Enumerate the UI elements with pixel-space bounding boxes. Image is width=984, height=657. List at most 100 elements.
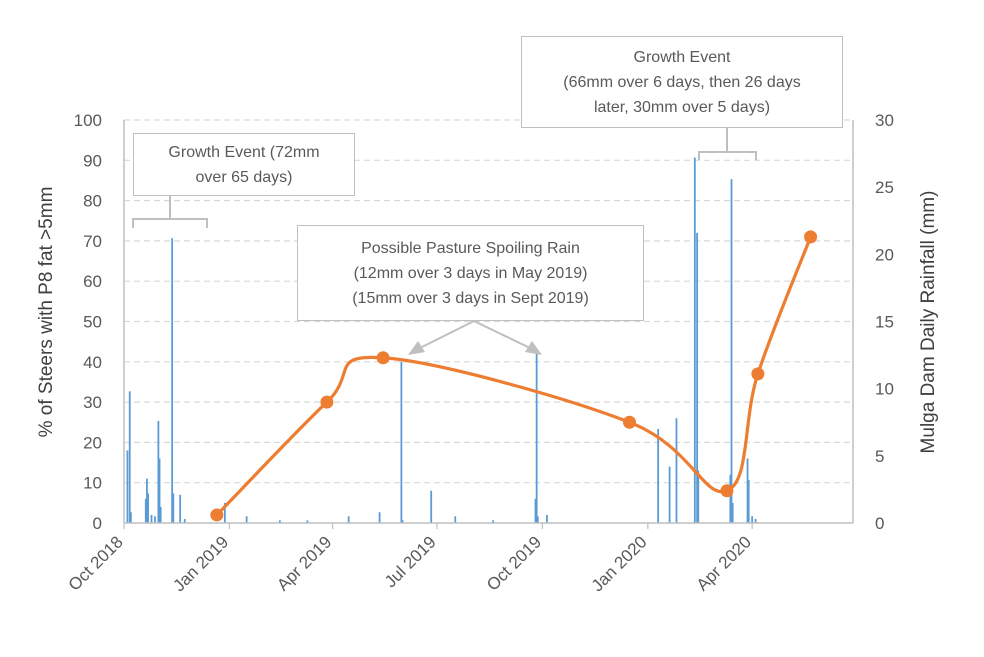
y-tick-label-80: 80 [83, 192, 102, 211]
y-tick-label-30: 30 [83, 393, 102, 412]
bracket-growth-event-1 [132, 196, 208, 228]
y2-tick-label-10: 10 [875, 380, 894, 399]
y2-tick-label-0: 0 [875, 514, 884, 533]
y-tick-label-90: 90 [83, 151, 102, 170]
rainfall-bar [454, 516, 457, 523]
rainfall-bar [144, 498, 147, 523]
rainfall-bar [159, 506, 162, 523]
left-axis-tick-labels: 0 10 20 30 40 50 60 70 80 90 100 [74, 111, 102, 533]
rainfall-bar [146, 478, 148, 523]
rainfall-bar [751, 516, 754, 523]
rainfall-bar [278, 520, 281, 523]
rainfall-bar [306, 520, 309, 523]
rainfall-bar [746, 458, 749, 523]
rainfall-bar [754, 518, 757, 523]
rainfall-bar [697, 470, 700, 523]
rainfall-bar [347, 516, 350, 523]
p8-fat-point [210, 508, 224, 522]
y2-tick-label-5: 5 [875, 447, 884, 466]
rainfall-bar [546, 514, 548, 523]
arrowhead-may-2019 [408, 341, 425, 355]
y2-tick-label-15: 15 [875, 313, 894, 332]
spoiling-rain-pointer-lines [419, 320, 531, 349]
callout-growth-event-2-line-2: (66mm over 6 days, then 26 days [563, 73, 801, 91]
rainfall-bar [492, 520, 494, 523]
y2-tick-label-30: 30 [875, 111, 894, 130]
rainfall-bar [401, 520, 404, 523]
axes [123, 120, 854, 529]
y-tick-label-50: 50 [83, 313, 102, 332]
x-tick-label: Apr 2019 [273, 532, 335, 594]
x-tick-label: Apr 2020 [693, 532, 755, 594]
rainfall-bar [378, 512, 381, 523]
rainfall-bar [696, 232, 699, 523]
callout-growth-event-1-line-2: over 65 days) [195, 168, 293, 186]
rainfall-bar [400, 361, 403, 523]
y2-tick-label-20: 20 [875, 245, 894, 264]
rainfall-bar [668, 466, 671, 523]
y-tick-label-0: 0 [93, 514, 102, 533]
p8-fat-point [320, 395, 334, 409]
callout-spoiling-rain-line-3: (15mm over 3 days in Sept 2019) [352, 289, 589, 307]
x-tick-label: Jul 2019 [381, 532, 440, 591]
rainfall-bar [675, 418, 678, 523]
rainfall-bar [729, 474, 732, 523]
rainfall-bar [693, 157, 696, 523]
callout-spoiling-rain-line-1: Possible Pasture Spoiling Rain [361, 239, 580, 257]
rainfall-bar [179, 494, 182, 523]
p8-fat-point [751, 367, 765, 381]
rainfall-bar [126, 450, 129, 523]
y-tick-label-10: 10 [83, 474, 102, 493]
p8-fat-point [804, 230, 818, 244]
annotation-brackets [132, 128, 757, 355]
x-tick-label: Jan 2020 [588, 532, 651, 595]
rainfall-bar [657, 428, 660, 523]
y2-tick-label-25: 25 [875, 178, 894, 197]
rainfall-bar [223, 502, 226, 523]
rainfall-bar [731, 502, 734, 523]
rainfall-bar [536, 516, 539, 523]
callout-growth-event-1-line-1: Growth Event (72mm [168, 143, 320, 161]
p8-fat-point [720, 484, 734, 498]
p8-fat-points [210, 230, 818, 522]
y-tick-label-40: 40 [83, 353, 102, 372]
x-axis-tick-labels: Oct 2018 Jan 2019 Apr 2019 Jul 2019 Oct 2019… [65, 532, 755, 595]
y-tick-label-20: 20 [83, 433, 102, 452]
rainfall-bar [245, 516, 248, 523]
arrowhead-sept-2019 [525, 341, 542, 355]
callout-growth-event-2-line-3: later, 30mm over 5 days) [593, 98, 771, 116]
y-tick-label-60: 60 [83, 272, 102, 291]
rainfall-bar [172, 493, 175, 523]
rainfall-bars [126, 157, 757, 524]
rainfall-bar [747, 480, 750, 523]
p8-fat-point [376, 351, 390, 365]
callout-growth-event-2-line-1: Growth Event [633, 48, 731, 66]
rainfall-bar [147, 493, 149, 523]
callout-spoiling-rain: Possible Pasture Spoiling Rain (12mm ove… [297, 225, 644, 321]
rainfall-bar [158, 458, 161, 523]
y-tick-label-70: 70 [83, 232, 102, 251]
bracket-growth-event-2 [698, 128, 757, 160]
rainfall-bar [154, 516, 156, 523]
rainfall-bar [535, 351, 538, 523]
rainfall-bar [183, 518, 186, 523]
x-tick-label: Jan 2019 [169, 532, 232, 595]
rainfall-bar [171, 238, 174, 524]
rainfall-bar [730, 179, 733, 523]
x-tick-label: Oct 2019 [483, 532, 545, 594]
y2-axis-title: Mulga Dam Daily Rainfall (mm) [918, 191, 939, 454]
rainfall-bar [157, 420, 160, 523]
rainfall-bar [128, 391, 131, 523]
x-tick-label: Oct 2018 [65, 532, 127, 594]
callout-growth-event-1: Growth Event (72mm over 65 days) [133, 133, 355, 196]
rainfall-bar [534, 498, 537, 523]
right-axis-tick-labels: 0 5 10 15 20 25 30 [875, 111, 894, 533]
callout-growth-event-2: Growth Event (66mm over 6 days, then 26 … [521, 36, 843, 128]
y-tick-label-100: 100 [74, 111, 102, 130]
callout-spoiling-rain-line-2: (12mm over 3 days in May 2019) [353, 264, 588, 282]
y-axis-title: % of Steers with P8 fat >5mm [36, 187, 57, 438]
rainfall-bar [150, 514, 153, 523]
p8-fat-point [622, 415, 636, 429]
rainfall-bar [129, 512, 132, 523]
